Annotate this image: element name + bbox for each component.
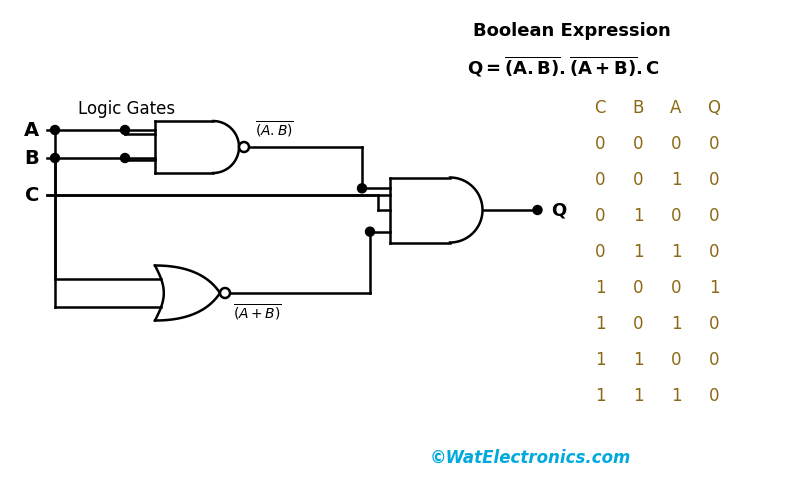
Text: 0: 0 <box>595 243 605 261</box>
Text: 1: 1 <box>595 279 605 297</box>
Circle shape <box>365 227 374 236</box>
Text: 1: 1 <box>633 243 643 261</box>
Text: 0: 0 <box>708 387 720 405</box>
Text: 1: 1 <box>633 387 643 405</box>
Text: 1: 1 <box>633 351 643 369</box>
Text: 0: 0 <box>633 279 643 297</box>
Text: B: B <box>632 99 644 117</box>
Text: C: C <box>25 185 39 205</box>
Circle shape <box>50 153 60 163</box>
Text: 0: 0 <box>708 351 720 369</box>
Text: C: C <box>595 99 606 117</box>
Text: 0: 0 <box>633 171 643 189</box>
Text: B: B <box>24 149 39 167</box>
Text: Boolean Expression: Boolean Expression <box>473 22 671 40</box>
Text: 1: 1 <box>633 207 643 225</box>
Text: $\mathbf{Q = \overline{(A.B)}.\overline{(A+B)}.C}$: $\mathbf{Q = \overline{(A.B)}.\overline{… <box>466 55 659 79</box>
Text: 0: 0 <box>595 207 605 225</box>
Text: $\overline{(A+B)}$: $\overline{(A+B)}$ <box>233 303 282 323</box>
Text: $\overline{(A.B)}$: $\overline{(A.B)}$ <box>255 120 294 140</box>
Text: 0: 0 <box>671 207 681 225</box>
Text: 1: 1 <box>708 279 720 297</box>
Text: ©WatElectronics.com: ©WatElectronics.com <box>429 449 630 467</box>
Text: 0: 0 <box>708 207 720 225</box>
Text: 0: 0 <box>708 243 720 261</box>
Text: 0: 0 <box>633 135 643 153</box>
Text: 0: 0 <box>708 171 720 189</box>
Circle shape <box>357 184 366 193</box>
Text: 1: 1 <box>671 387 681 405</box>
Text: Q: Q <box>708 99 720 117</box>
Text: 0: 0 <box>595 135 605 153</box>
Circle shape <box>120 126 130 134</box>
Text: 0: 0 <box>671 351 681 369</box>
Text: 1: 1 <box>671 243 681 261</box>
Circle shape <box>533 206 542 215</box>
Circle shape <box>50 126 60 134</box>
Text: Q: Q <box>552 201 567 219</box>
Text: 1: 1 <box>595 315 605 333</box>
Circle shape <box>239 142 249 152</box>
Text: 1: 1 <box>595 351 605 369</box>
Circle shape <box>120 153 130 163</box>
Text: 1: 1 <box>671 171 681 189</box>
Text: 1: 1 <box>595 387 605 405</box>
Text: 1: 1 <box>671 315 681 333</box>
Text: 0: 0 <box>708 315 720 333</box>
Text: 0: 0 <box>708 135 720 153</box>
Circle shape <box>220 288 230 298</box>
Text: 0: 0 <box>671 279 681 297</box>
Text: 0: 0 <box>671 135 681 153</box>
Text: A: A <box>24 120 39 140</box>
Text: A: A <box>670 99 681 117</box>
Text: 0: 0 <box>633 315 643 333</box>
Text: Logic Gates: Logic Gates <box>78 100 175 118</box>
Text: 0: 0 <box>595 171 605 189</box>
